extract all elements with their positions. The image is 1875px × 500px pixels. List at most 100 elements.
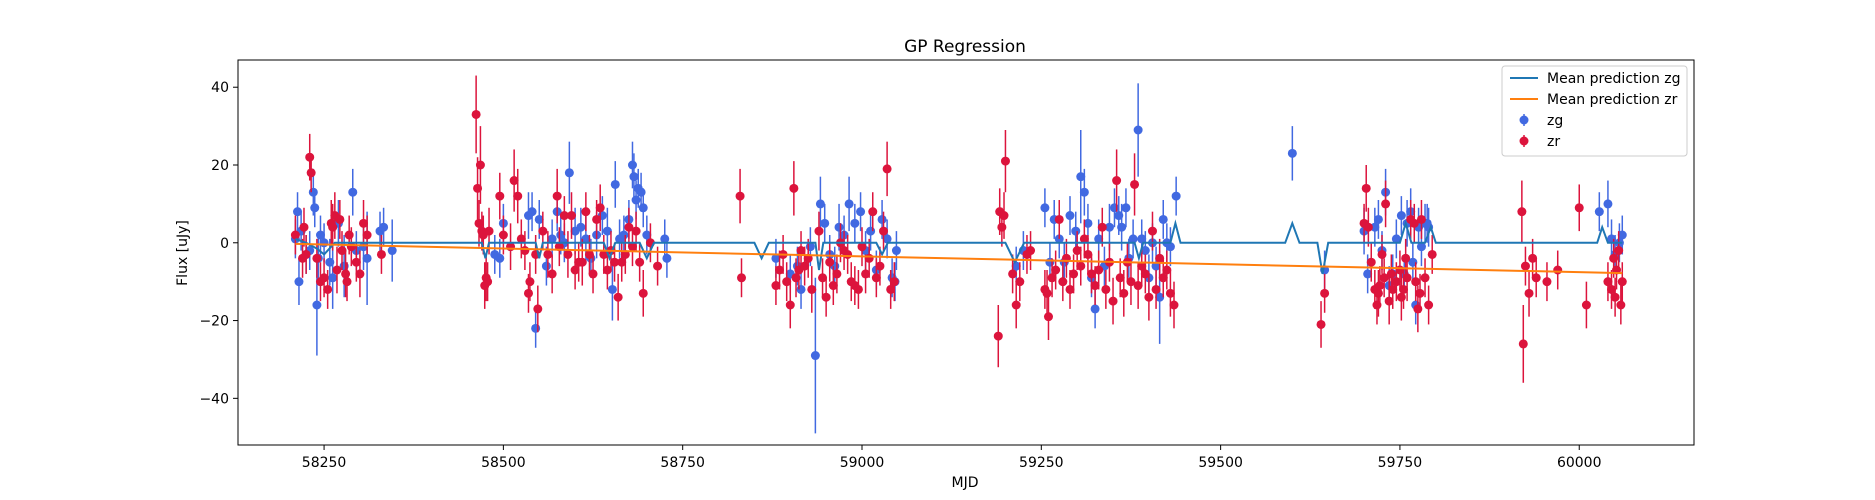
zr-point [520,246,530,256]
zr-point [871,273,881,283]
zr-point [319,273,329,283]
zr-point [1416,214,1426,224]
zr-point [523,288,533,298]
zr-point [344,230,354,240]
zr-point [513,191,523,201]
x-tick-label: 60000 [1557,455,1602,471]
zg-point [1094,234,1104,244]
zr-point [800,261,810,271]
zg-point [1617,230,1627,240]
zr-point [1101,284,1111,294]
zg-point [1140,246,1150,256]
zr-point [861,269,871,279]
zg-point [619,230,629,240]
x-axis: 58250 58500 58750 59000 59250 59500 59750 60000 [302,445,1602,471]
mean-prediction-line-zr [295,242,1623,275]
zg-point [1373,214,1383,224]
zr-point [1361,183,1371,193]
legend-label-zr: zr [1547,134,1560,150]
zr-point [1542,277,1552,287]
zr-point [1381,199,1391,209]
zr-point [533,304,543,314]
zg-point [362,253,372,263]
zr-point [337,246,347,256]
zr-point [1144,292,1154,302]
zr-point [359,218,369,228]
zg-point [1076,172,1086,182]
zr-point [1574,203,1584,213]
zr-point [1008,269,1018,279]
zr-point [1072,246,1082,256]
zr-point [1320,288,1330,298]
zr-point [997,222,1007,232]
x-tick-label: 59500 [1198,455,1243,471]
zr-point [323,284,333,294]
data-layer [290,75,1627,434]
zr-point [864,253,874,263]
zr-point [351,257,361,267]
zr-point [1087,269,1097,279]
zr-point [617,257,627,267]
zr-point [1388,284,1398,294]
zg-point [810,351,820,361]
zr-point [584,249,594,259]
zr-point [484,226,494,236]
zg-point [629,172,639,182]
zr-point [624,222,634,232]
zr-point [993,331,1003,341]
zr-point [1366,257,1376,267]
y-tick-label: −40 [199,391,229,407]
x-tick-label: 59250 [1019,455,1064,471]
zr-point [857,242,867,252]
zr-point [1391,277,1401,287]
zg-point [771,253,781,263]
zr-point [362,230,372,240]
zg-point [1137,234,1147,244]
zr-point [638,288,648,298]
zg-point [1011,261,1021,271]
zg-point [1128,234,1138,244]
zg-point [602,226,612,236]
zr-point [376,249,386,259]
zr-point [1069,269,1079,279]
zg-point [662,253,672,263]
zr-point [882,164,892,174]
zr-point [1427,249,1437,259]
zr-point [1026,246,1036,256]
zr-point [821,292,831,302]
zr-point [999,211,1009,221]
zg-point [610,179,620,189]
zg-point [1287,148,1297,158]
zr-point [1043,312,1053,322]
zr-point [1399,284,1409,294]
zr-point [828,281,838,291]
zg-point [495,253,505,263]
x-tick-label: 58750 [660,455,705,471]
zg-point [1133,125,1143,135]
zr-point [1363,222,1373,232]
zr-point [342,277,352,287]
zg-point [1045,257,1055,267]
zr-point [825,257,835,267]
zg-point [1171,191,1181,201]
zr-point [341,269,351,279]
zr-point [1133,281,1143,291]
legend: Mean prediction zg Mean prediction zr zg… [1501,65,1688,157]
zr-point [567,211,577,221]
zg-point [820,218,830,228]
zg-point [1083,218,1093,228]
zr-point [1396,292,1406,302]
zr-point [335,214,345,224]
zg-point [834,222,844,232]
zr-point [789,183,799,193]
zr-point [355,269,365,279]
zr-point [1169,300,1179,310]
y-tick-label: 0 [220,236,229,252]
zr-point [886,284,896,294]
zr-point [570,265,580,275]
zr-point [1155,253,1165,263]
zg-point [1396,211,1406,221]
legend-label-mean-zr: Mean prediction zr [1547,92,1678,108]
zg-point [866,226,876,236]
